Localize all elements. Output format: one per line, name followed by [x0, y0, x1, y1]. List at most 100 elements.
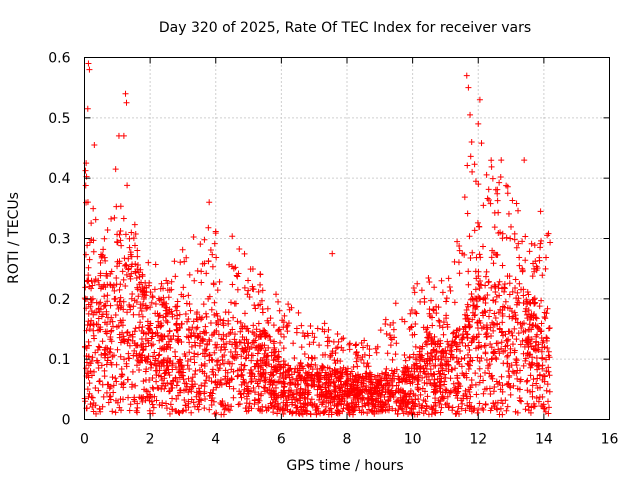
data-point: [475, 293, 482, 300]
y-tick-label: 0.6: [48, 51, 70, 67]
data-point: [245, 328, 252, 335]
data-point: [314, 325, 321, 332]
y-tick-label: 0: [62, 413, 71, 429]
data-point: [492, 354, 499, 361]
data-point: [439, 289, 446, 296]
data-point: [526, 321, 533, 328]
data-point: [516, 254, 523, 261]
data-point: [364, 342, 371, 349]
data-point: [90, 311, 97, 318]
data-point: [210, 371, 217, 378]
data-point: [409, 400, 416, 407]
data-point: [122, 231, 129, 238]
data-point: [492, 186, 499, 193]
data-point: [533, 354, 540, 361]
data-point: [153, 371, 160, 378]
data-point: [521, 157, 528, 164]
data-point: [275, 328, 282, 335]
data-point: [89, 403, 96, 410]
data-point: [442, 401, 449, 408]
data-point: [126, 407, 133, 414]
data-point: [438, 277, 445, 284]
data-point: [358, 340, 365, 347]
data-point: [298, 322, 305, 329]
data-point: [203, 313, 210, 320]
data-point: [473, 391, 480, 398]
data-point: [476, 223, 483, 230]
data-point: [542, 265, 549, 272]
data-point: [164, 319, 171, 326]
data-point: [476, 365, 483, 372]
data-point: [198, 268, 205, 275]
data-point: [84, 105, 91, 112]
data-point: [152, 301, 159, 308]
data-point: [298, 344, 305, 351]
data-point: [487, 390, 494, 397]
data-point: [113, 378, 120, 385]
data-point: [529, 382, 536, 389]
data-point: [201, 260, 208, 267]
data-point: [472, 370, 479, 377]
data-point: [152, 261, 159, 268]
data-point: [127, 275, 134, 282]
data-point: [132, 260, 139, 267]
data-point: [96, 344, 103, 351]
data-point: [248, 357, 255, 364]
data-point: [543, 334, 550, 341]
data-point: [494, 381, 501, 388]
data-point: [491, 350, 498, 357]
data-point: [215, 331, 222, 338]
data-point: [136, 273, 143, 280]
data-point: [538, 297, 545, 304]
data-point: [452, 365, 459, 372]
data-point: [291, 354, 298, 361]
data-point: [234, 286, 241, 293]
data-point: [95, 343, 102, 350]
data-point: [86, 380, 93, 387]
data-point: [389, 356, 396, 363]
data-point: [507, 223, 514, 230]
data-point: [133, 362, 140, 369]
data-point: [199, 336, 206, 343]
data-point: [516, 280, 523, 287]
data-point: [259, 287, 266, 294]
data-point: [444, 393, 451, 400]
data-point: [488, 163, 495, 170]
x-tick-label: 4: [211, 432, 220, 448]
data-point: [183, 254, 190, 261]
data-point: [504, 403, 511, 410]
data-point: [519, 268, 526, 275]
data-point: [423, 373, 430, 380]
data-point: [488, 372, 495, 379]
data-point: [522, 406, 529, 413]
data-point: [213, 358, 220, 365]
data-point: [544, 305, 551, 312]
data-point: [210, 386, 217, 393]
data-point: [537, 208, 544, 215]
data-point: [211, 299, 218, 306]
data-point: [133, 275, 140, 282]
data-point: [205, 224, 212, 231]
data-point: [241, 250, 248, 257]
data-point: [471, 227, 478, 234]
data-point: [107, 346, 114, 353]
data-point: [220, 411, 227, 418]
data-point: [132, 382, 139, 389]
data-point: [321, 320, 328, 327]
data-point: [120, 215, 127, 222]
data-point: [352, 342, 359, 349]
data-point: [189, 374, 196, 381]
data-point: [311, 381, 318, 388]
data-point: [191, 350, 198, 357]
data-point: [84, 242, 91, 249]
data-point: [126, 235, 133, 242]
data-point: [392, 351, 399, 358]
data-point: [127, 401, 134, 408]
data-point: [441, 371, 448, 378]
data-point: [485, 186, 492, 193]
data-point: [366, 346, 373, 353]
y-axis-label: ROTI / TECUs: [6, 192, 22, 284]
data-point: [479, 243, 486, 250]
data-point: [498, 373, 505, 380]
data-point: [82, 398, 89, 405]
